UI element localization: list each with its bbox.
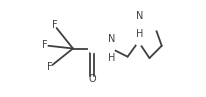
Text: F: F (42, 40, 48, 50)
Text: F: F (47, 62, 53, 72)
Text: O: O (88, 74, 96, 84)
Text: N: N (136, 11, 144, 21)
Text: F: F (52, 20, 57, 30)
Text: H: H (108, 53, 115, 63)
Text: H: H (136, 29, 144, 39)
Text: N: N (108, 34, 115, 44)
